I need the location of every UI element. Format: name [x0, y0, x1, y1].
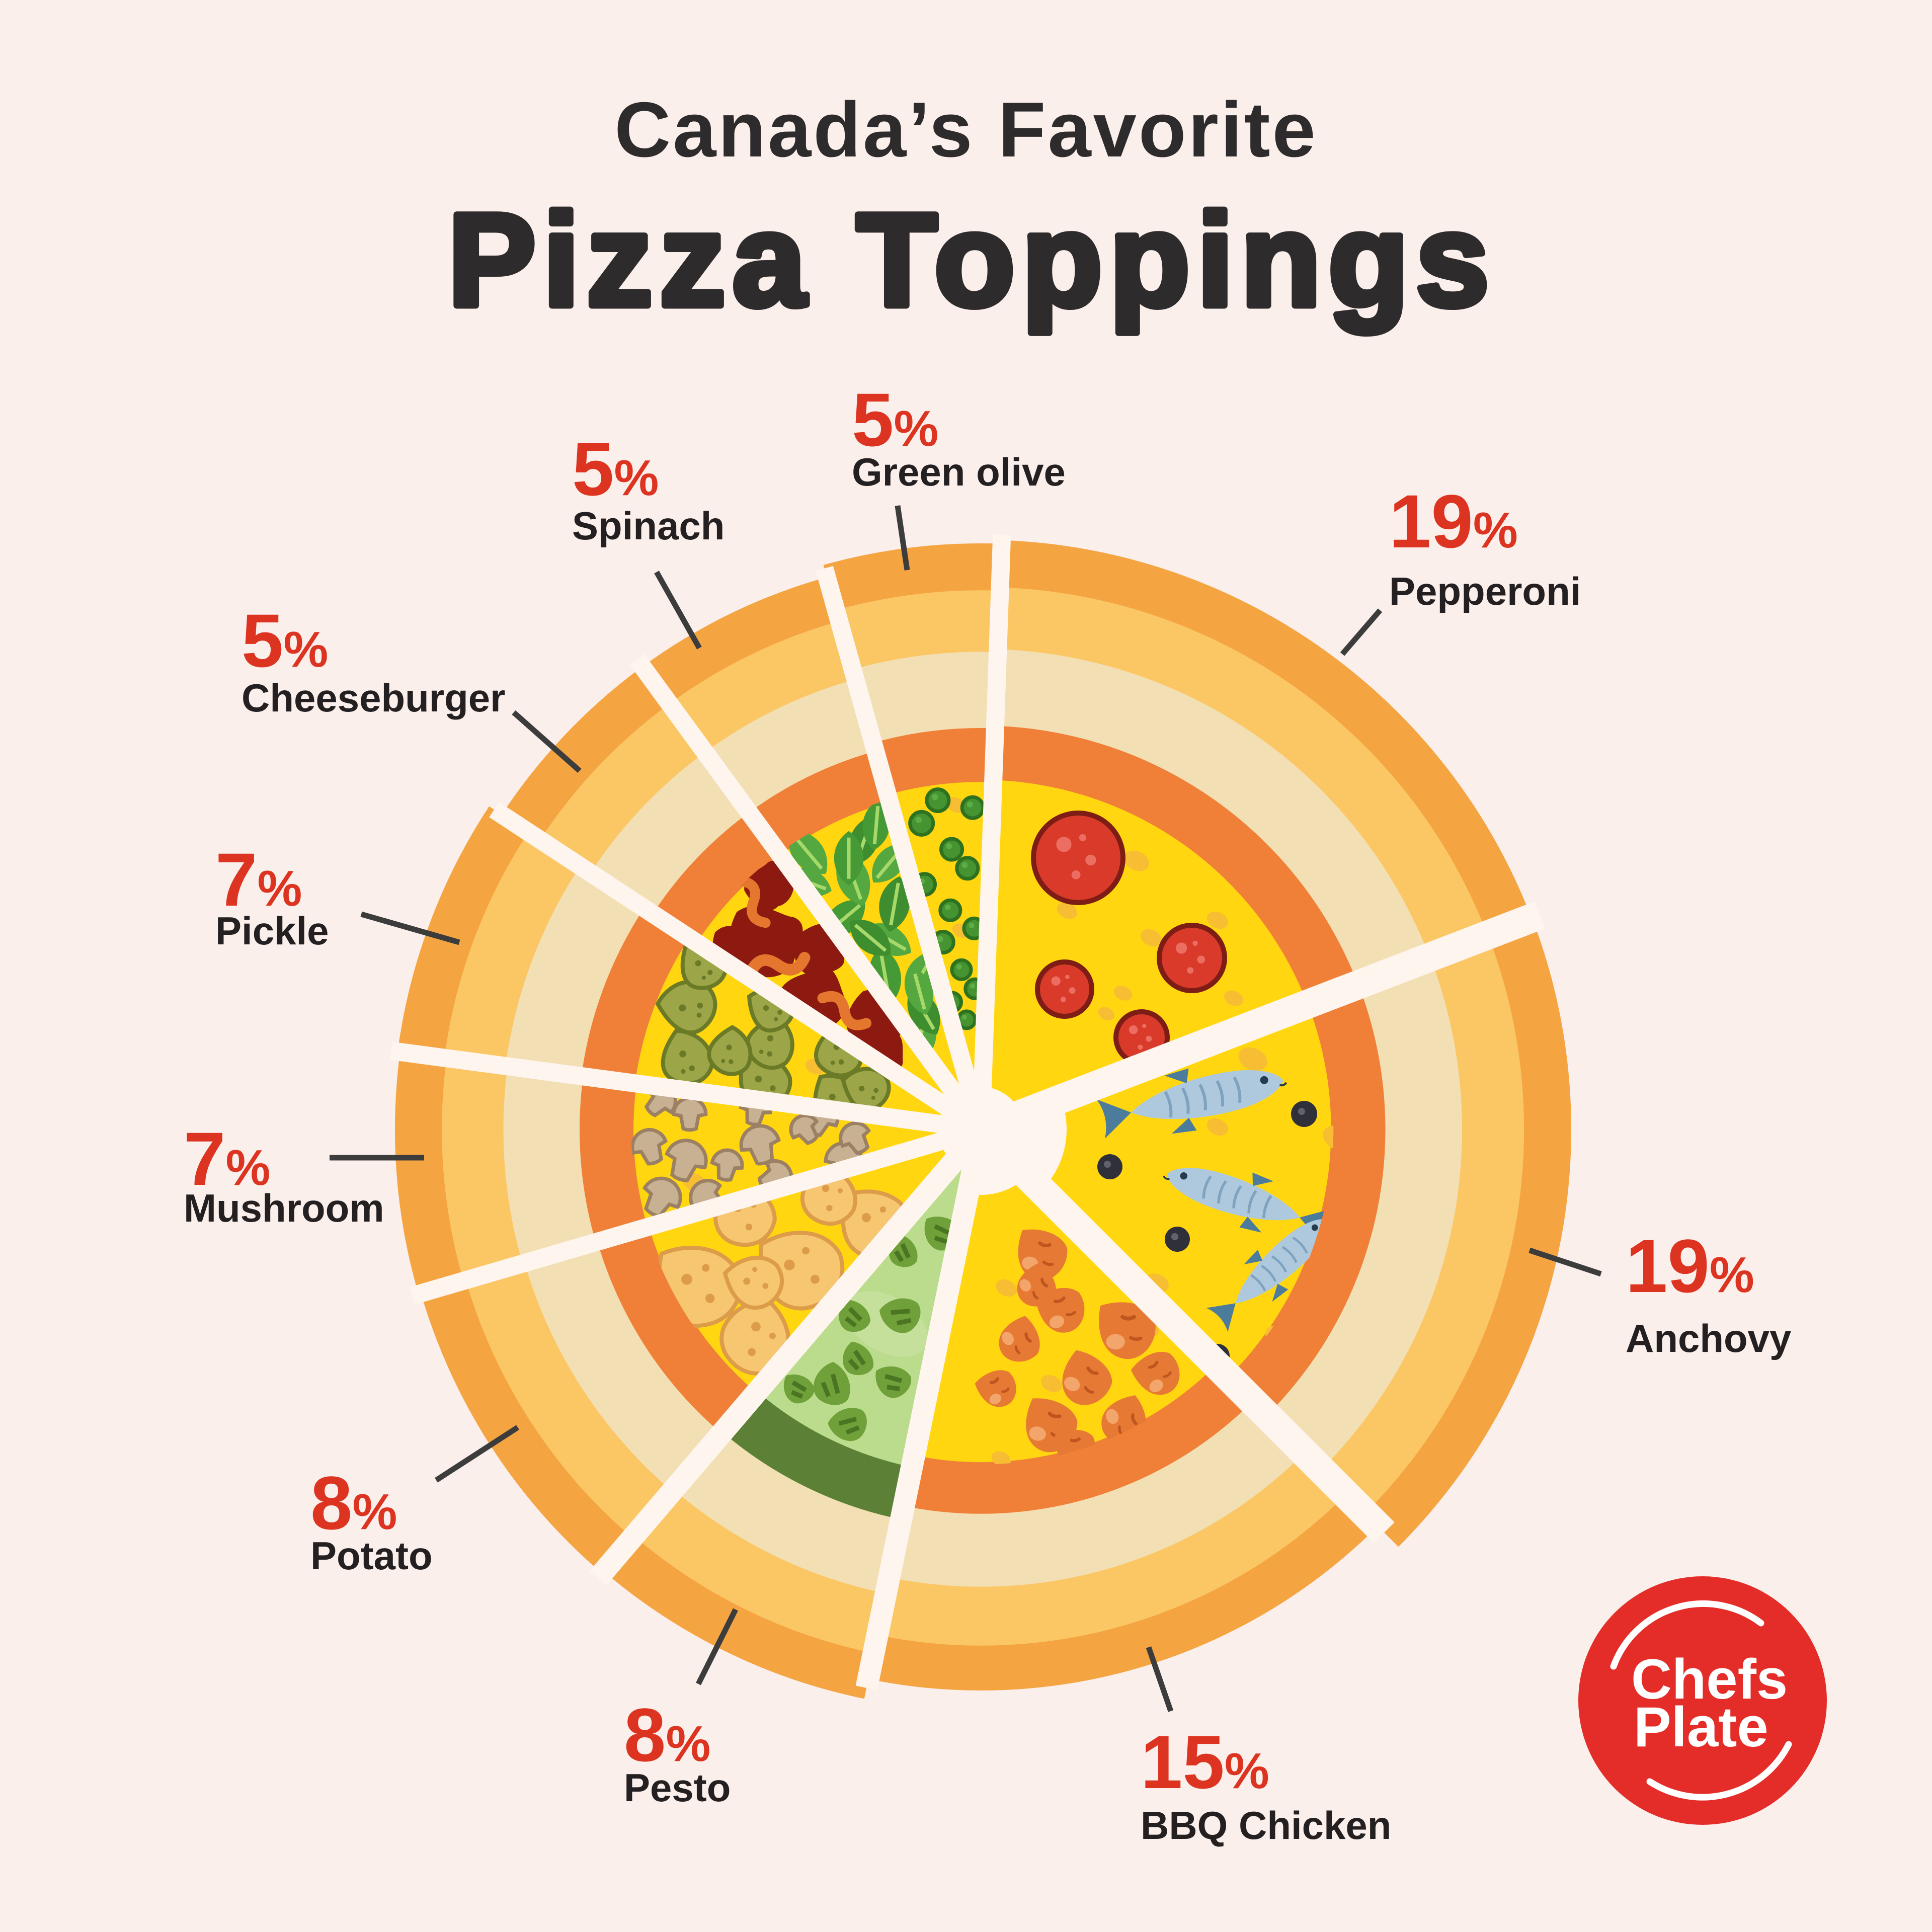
- svg-text:19%: 19%: [1626, 1224, 1754, 1308]
- svg-text:15%: 15%: [1141, 1720, 1269, 1804]
- svg-text:Chefs: Chefs: [1631, 1648, 1788, 1711]
- svg-text:19%: 19%: [1389, 479, 1518, 564]
- svg-text:Pickle: Pickle: [215, 909, 329, 953]
- svg-text:Spinach: Spinach: [572, 504, 725, 548]
- svg-text:Pesto: Pesto: [624, 1765, 731, 1810]
- svg-text:Green olive: Green olive: [852, 450, 1066, 494]
- svg-text:Cheeseburger: Cheeseburger: [242, 676, 506, 720]
- svg-text:Pepperoni: Pepperoni: [1389, 569, 1581, 613]
- svg-text:8%: 8%: [624, 1693, 710, 1777]
- svg-text:BBQ Chicken: BBQ Chicken: [1141, 1803, 1391, 1847]
- svg-text:Plate: Plate: [1634, 1696, 1768, 1758]
- svg-text:8%: 8%: [310, 1461, 397, 1545]
- svg-text:Pizza Toppings: Pizza Toppings: [448, 186, 1496, 334]
- svg-text:Canada’s Favorite: Canada’s Favorite: [614, 86, 1317, 173]
- svg-text:Mushroom: Mushroom: [184, 1186, 384, 1230]
- svg-text:Potato: Potato: [310, 1534, 433, 1578]
- svg-text:Anchovy: Anchovy: [1626, 1316, 1791, 1360]
- svg-text:5%: 5%: [852, 377, 938, 462]
- svg-text:5%: 5%: [572, 427, 659, 511]
- svg-text:5%: 5%: [242, 598, 328, 683]
